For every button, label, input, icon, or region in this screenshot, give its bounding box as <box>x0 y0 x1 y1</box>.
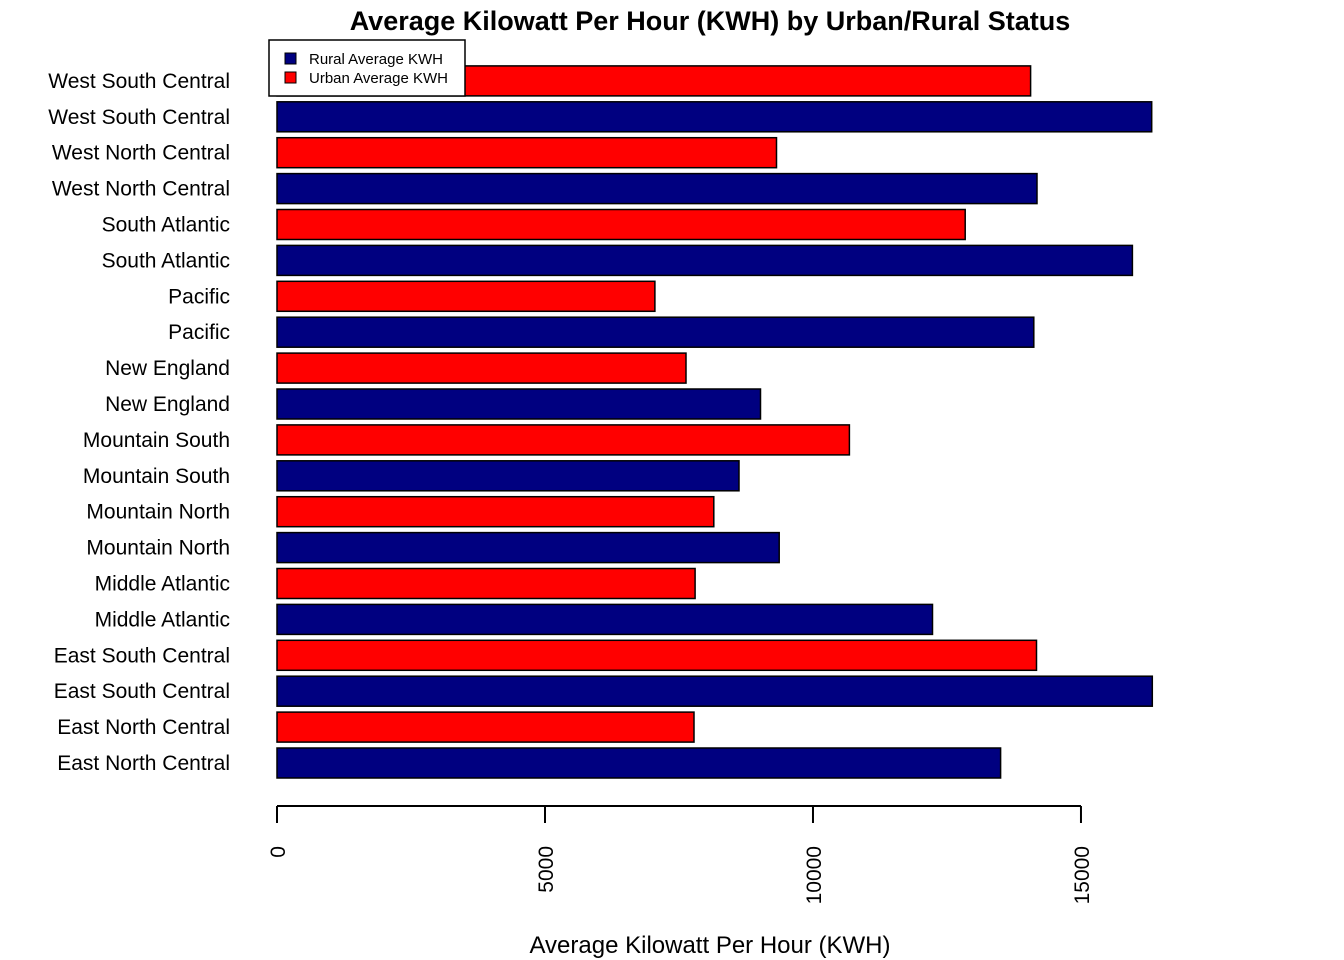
category-label-13: Pacific <box>168 321 230 344</box>
bar-19 <box>276 101 1153 133</box>
category-label-11: New England <box>105 393 230 416</box>
bar-18 <box>276 136 778 169</box>
legend-swatch-urban <box>284 71 297 84</box>
bar-8 <box>276 495 715 528</box>
category-label-16: South Atlantic <box>102 214 230 237</box>
category-label-6: Middle Atlantic <box>95 573 230 596</box>
x-tick-label-1: 0 <box>267 846 290 858</box>
legend-label-urban: Urban Average KWH <box>309 70 448 87</box>
category-label-15: South Atlantic <box>102 249 230 272</box>
bar-14 <box>276 280 656 313</box>
x-ticks: 0 5000 10000 15000 <box>267 806 1094 904</box>
chart-title: Average Kilowatt Per Hour (KWH) by Urban… <box>350 6 1071 36</box>
x-axis-title: Average Kilowatt Per Hour (KWH) <box>529 932 890 959</box>
bar-5 <box>276 603 934 636</box>
legend-label-rural: Rural Average KWH <box>309 51 443 68</box>
category-label-3: East South Central <box>54 680 230 703</box>
bar-15 <box>276 244 1134 277</box>
x-axis: 0 5000 10000 15000 <box>267 805 1094 904</box>
category-label-7: Mountain North <box>86 537 230 560</box>
category-labels: East North Central East North Central East… <box>48 70 230 775</box>
legend-swatch-rural <box>284 52 297 65</box>
bar-11 <box>276 388 762 420</box>
category-label-2: East North Central <box>57 716 230 739</box>
bar-4 <box>276 639 1038 672</box>
category-label-18: West North Central <box>52 142 230 165</box>
category-label-10: Mountain South <box>83 429 230 452</box>
legend: Rural Average KWH Urban Average KWH <box>268 39 466 97</box>
bar-6 <box>276 567 696 600</box>
bar-17 <box>276 172 1038 205</box>
category-label-1: East North Central <box>57 752 230 775</box>
legend-box <box>268 39 466 97</box>
category-label-9: Mountain South <box>83 465 230 488</box>
bar-7 <box>276 531 780 564</box>
x-tick-label-4: 15000 <box>1071 846 1094 904</box>
category-label-8: Mountain North <box>86 501 230 524</box>
category-label-19: West South Central <box>48 106 230 129</box>
category-label-5: Middle Atlantic <box>95 608 230 631</box>
category-label-17: West North Central <box>52 178 230 201</box>
bar-13 <box>276 316 1035 348</box>
x-tick-label-3: 10000 <box>803 846 826 904</box>
bar-9 <box>276 460 740 492</box>
bar-3 <box>276 675 1154 707</box>
bars-layer <box>276 65 1154 779</box>
bar-2 <box>276 711 695 743</box>
bar-1 <box>276 747 1002 779</box>
bar-16 <box>276 208 966 241</box>
category-label-12: New England <box>105 357 230 380</box>
category-label-20: West South Central <box>48 70 230 93</box>
category-label-4: East South Central <box>54 644 230 667</box>
category-label-14: Pacific <box>168 285 230 308</box>
bar-12 <box>276 352 687 384</box>
x-tick-label-2: 5000 <box>535 846 558 893</box>
bar-10 <box>276 424 851 456</box>
